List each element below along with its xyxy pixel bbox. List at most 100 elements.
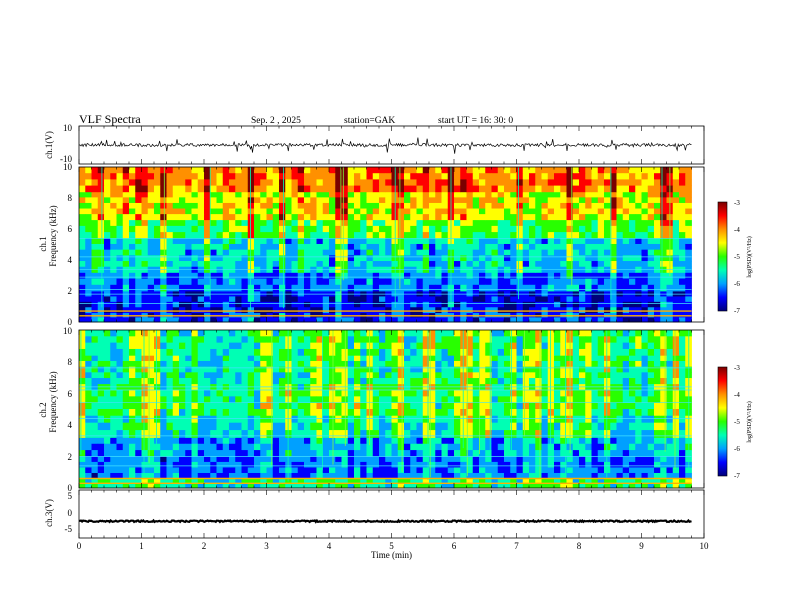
spectrogram-cell: [529, 232, 536, 239]
spectrogram-cell: [222, 422, 230, 431]
spectrogram-cell: [591, 396, 599, 404]
spectrogram-cell: [510, 179, 517, 186]
spectrogram-cell: [616, 443, 624, 451]
spectrogram-cell: [429, 366, 436, 373]
spectrogram-cell: [160, 202, 167, 209]
spectrogram-cell: [554, 173, 561, 180]
spectrogram-cell: [629, 284, 636, 292]
spectrogram-cell: [135, 225, 142, 233]
spectrogram-cell: [310, 390, 317, 397]
spectrogram-cell: [397, 208, 405, 215]
spectrogram-cell: [672, 214, 680, 221]
spectrogram-cell: [247, 167, 255, 174]
spectrogram-cell: [135, 278, 142, 286]
spectrogram-cell: [572, 232, 580, 239]
spectrogram-cell: [516, 167, 524, 174]
spectrogram-cell: [510, 366, 517, 373]
spectrogram-cell: [254, 307, 261, 314]
spectrogram-cell: [635, 296, 642, 303]
spectrogram-cell: [122, 461, 130, 468]
spectrogram-cell: [660, 219, 667, 227]
spectrogram-cell: [447, 409, 455, 416]
spectrogram-cell: [516, 301, 524, 308]
spectrogram-cell: [572, 214, 580, 221]
spectrogram-cell: [366, 402, 374, 410]
spectrogram-cell: [529, 330, 536, 337]
spectrogram-cell: [110, 415, 117, 424]
spectrogram-cell: [597, 472, 605, 479]
spectrogram-cell: [635, 478, 642, 484]
spectrogram-cell: [291, 278, 299, 286]
spectrogram-cell: [235, 317, 242, 323]
spectrogram-cell: [597, 483, 605, 489]
spectrogram-cell: [585, 461, 592, 468]
spectrogram-cell: [266, 202, 274, 209]
spectrogram-cell: [222, 467, 230, 474]
spectrogram-cell: [347, 336, 355, 344]
spectrogram-cell: [441, 360, 449, 368]
spectrogram-cell: [579, 185, 586, 193]
spectrogram-cell: [285, 173, 292, 180]
spectrogram-cell: [85, 238, 92, 245]
spectrogram-cell: [285, 255, 292, 262]
spectrogram-cell: [679, 202, 686, 209]
spectrogram-cell: [229, 266, 236, 273]
spectrogram-cell: [335, 430, 342, 438]
spectrogram-cell: [172, 197, 180, 204]
spectrogram-cell: [410, 179, 417, 186]
spectrogram-cell: [335, 214, 342, 221]
spectrogram-cell: [135, 415, 142, 424]
spectrogram-cell: [479, 430, 486, 438]
spectrogram-cell: [429, 437, 436, 445]
spectrogram-cell: [641, 214, 649, 221]
spectrogram-cell: [422, 167, 430, 174]
spectrogram-cell: [579, 202, 586, 209]
spectrogram-cell: [660, 266, 667, 273]
spectrogram-cell: [504, 185, 511, 193]
spectrogram-cell: [341, 372, 349, 379]
spectrogram-cell: [272, 243, 280, 251]
spectrogram-cell: [485, 284, 492, 292]
spectrogram-cell: [647, 461, 655, 468]
spectrogram-cell: [285, 330, 292, 337]
spectrogram-cell: [516, 278, 524, 286]
spectrogram-cell: [129, 307, 136, 314]
spectrogram-cell: [204, 261, 211, 268]
spectrogram-cell: [254, 202, 261, 209]
spectrogram-cell: [291, 437, 299, 445]
spectrogram-cell: [497, 330, 505, 337]
spectrogram-cell: [254, 225, 261, 233]
spectrogram-cell: [366, 214, 374, 221]
spectrogram-cell: [585, 366, 592, 373]
spectrogram-cell: [497, 360, 505, 368]
spectrogram-cell: [504, 415, 511, 424]
spectrogram-cell: [447, 437, 455, 445]
spectrogram-cell: [629, 456, 636, 463]
spectrogram-cell: [360, 261, 367, 268]
spectrogram-cell: [235, 167, 242, 174]
spectrogram-cell: [610, 472, 617, 479]
spectrogram-cell: [435, 255, 442, 262]
spectrogram-cell: [404, 173, 411, 180]
spectrogram-cell: [79, 243, 86, 251]
spectrogram-cell: [666, 467, 674, 474]
spectrogram-cell: [529, 173, 536, 180]
spectrogram-cell: [491, 202, 499, 209]
spectrogram-cell: [179, 450, 186, 457]
spectrogram-cell: [541, 284, 549, 292]
spectrogram-cell: [304, 243, 311, 251]
spectrogram-cell: [116, 422, 124, 431]
spectrogram-cell: [316, 208, 324, 215]
spectrogram-cell: [185, 402, 192, 410]
spectrogram-cell: [385, 483, 392, 489]
spectrogram-cell: [572, 208, 580, 215]
spectrogram-cell: [285, 208, 292, 215]
spectrogram-cell: [660, 372, 667, 379]
spectrogram-cell: [466, 355, 474, 362]
spectrogram-cell: [541, 390, 549, 397]
spectrogram-cell: [354, 173, 361, 180]
spectrogram-cell: [179, 461, 186, 468]
spectrogram-cell: [310, 278, 317, 286]
spectrogram-cell: [497, 197, 505, 204]
spectrogram-cell: [610, 232, 617, 239]
